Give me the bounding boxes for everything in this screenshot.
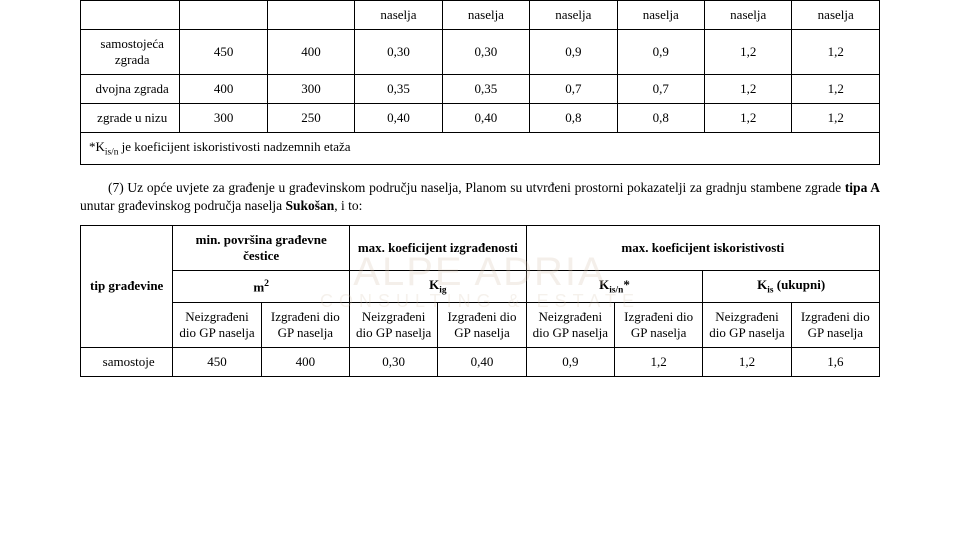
m2-sup: 2 (264, 278, 269, 289)
sub-hdr: Izgrađeni dio GP naselja (614, 302, 702, 347)
cell: 0,40 (355, 104, 442, 133)
cell: 400 (261, 347, 349, 376)
cell: 400 (180, 75, 267, 104)
cell: 1,2 (792, 75, 880, 104)
kisn-sub: is/n (609, 286, 623, 296)
cell: 0,7 (617, 75, 704, 104)
sub-hdr: Neizgrađeni dio GP naselja (173, 302, 261, 347)
kig-sub: ig (439, 286, 446, 296)
cell: 1,2 (792, 30, 880, 75)
para-mid: unutar građevinskog područja naselja (80, 198, 285, 213)
cell: 400 (267, 30, 354, 75)
row-label: dvojna zgrada (81, 75, 180, 104)
table-row: tip građevine min. površina građevne čes… (81, 226, 880, 271)
sub-hdr: Neizgrađeni dio GP naselja (703, 302, 791, 347)
t2-h-kig: Kig (350, 271, 527, 303)
table-1: naselja naselja naselja naselja naselja … (80, 0, 880, 165)
para-post: , i to: (334, 198, 362, 213)
table-row: samostoje 450 400 0,30 0,40 0,9 1,2 1,2 … (81, 347, 880, 376)
cell: 1,2 (614, 347, 702, 376)
cell: 0,30 (350, 347, 438, 376)
cell: 1,2 (703, 347, 791, 376)
cell: 1,2 (705, 75, 792, 104)
kisn-base: K (599, 277, 609, 292)
table-row: Neizgrađeni dio GP naselja Izgrađeni dio… (81, 302, 880, 347)
sub-hdr: Izgrađeni dio GP naselja (791, 302, 879, 347)
hdr-cell (180, 1, 267, 30)
sub-hdr: Neizgrađeni dio GP naselja (526, 302, 614, 347)
cell: 0,35 (442, 75, 529, 104)
para-bold1: tipa A (845, 180, 880, 195)
cell: 0,8 (617, 104, 704, 133)
kis-base: K (757, 277, 767, 292)
cell: 250 (267, 104, 354, 133)
hdr-cell: naselja (792, 1, 880, 30)
row-label: samostoje (81, 347, 173, 376)
cell: 0,9 (530, 30, 617, 75)
cell: 0,7 (530, 75, 617, 104)
cell: 450 (180, 30, 267, 75)
table-row: m2 Kig Kis/n* Kis (ukupni) (81, 271, 880, 303)
cell: 300 (267, 75, 354, 104)
cell: 0,9 (617, 30, 704, 75)
cell: 0,30 (442, 30, 529, 75)
table-row: dvojna zgrada 400 300 0,35 0,35 0,7 0,7 … (81, 75, 880, 104)
table-row: zgrade u nizu 300 250 0,40 0,40 0,8 0,8 … (81, 104, 880, 133)
cell: 0,8 (530, 104, 617, 133)
cell: 0,35 (355, 75, 442, 104)
t2-h-kis-label: max. koeficijent iskoristivosti (526, 226, 879, 271)
cell: 450 (173, 347, 261, 376)
hdr-cell: naselja (705, 1, 792, 30)
kisn-post: * (623, 277, 630, 292)
para-pre: (7) Uz opće uvjete za građenje u građevi… (108, 180, 845, 195)
row-label: zgrade u nizu (81, 104, 180, 133)
cell: 1,2 (705, 104, 792, 133)
cell: 1,6 (791, 347, 879, 376)
cell: 0,40 (442, 104, 529, 133)
footnote-cell: *Kis/n je koeficijent iskoristivosti nad… (81, 133, 880, 165)
cell: 300 (180, 104, 267, 133)
kis-post: (ukupni) (774, 277, 826, 292)
t2-h-m2: m2 (173, 271, 350, 303)
t2-h-min: min. površina građevne čestice (173, 226, 350, 271)
sub-hdr: Izgrađeni dio GP naselja (438, 302, 526, 347)
hdr-cell: naselja (355, 1, 442, 30)
cell: 0,30 (355, 30, 442, 75)
hdr-cell: naselja (617, 1, 704, 30)
hdr-cell: naselja (530, 1, 617, 30)
kig-base: K (429, 277, 439, 292)
m2-base: m (253, 279, 264, 294)
footnote-sub: is/n (105, 148, 119, 158)
sub-hdr: Izgrađeni dio GP naselja (261, 302, 349, 347)
hdr-cell: naselja (442, 1, 529, 30)
table-row: naselja naselja naselja naselja naselja … (81, 1, 880, 30)
cell: 1,2 (792, 104, 880, 133)
t2-h-kis: Kis (ukupni) (703, 271, 880, 303)
footnote-pre: *K (89, 139, 105, 154)
footnote-post: je koeficijent iskoristivosti nadzemnih … (118, 139, 350, 154)
cell: 0,40 (438, 347, 526, 376)
t2-h-type: tip građevine (81, 226, 173, 348)
t2-h-kisn: Kis/n* (526, 271, 703, 303)
paragraph-7: (7) Uz opće uvjete za građenje u građevi… (80, 179, 880, 215)
hdr-cell (267, 1, 354, 30)
t2-h-kig-label: max. koeficijent izgrađenosti (350, 226, 527, 271)
cell: 0,9 (526, 347, 614, 376)
table-2: tip građevine min. površina građevne čes… (80, 225, 880, 377)
cell: 1,2 (705, 30, 792, 75)
table-footnote-row: *Kis/n je koeficijent iskoristivosti nad… (81, 133, 880, 165)
table-row: samostojeća zgrada 450 400 0,30 0,30 0,9… (81, 30, 880, 75)
hdr-cell (81, 1, 180, 30)
sub-hdr: Neizgrađeni dio GP naselja (350, 302, 438, 347)
row-label: samostojeća zgrada (81, 30, 180, 75)
para-bold2: Sukošan (285, 198, 334, 213)
